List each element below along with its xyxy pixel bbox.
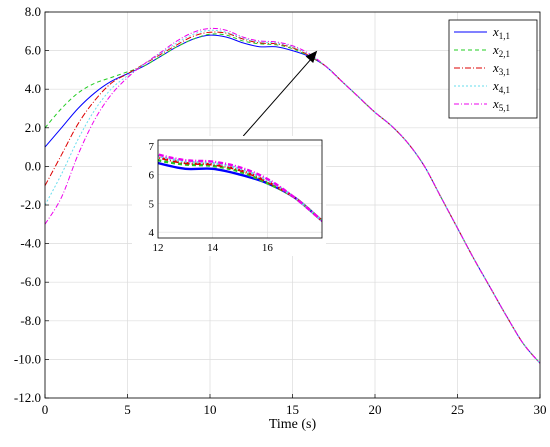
y-tick-label: 6.0 (25, 43, 41, 58)
x-axis-label: Time (s) (269, 417, 317, 432)
inset-zoom-plot: 12 14 16 4 5 6 7 (132, 136, 326, 256)
y-tick-label: -8.0 (20, 313, 41, 328)
x-tick-label: 20 (369, 402, 382, 417)
inset-tick-labels: 12 14 16 4 5 6 7 (149, 141, 274, 254)
x-tick-label: 15 (286, 402, 299, 417)
arrow-shaft (242, 56, 314, 137)
inset-series-lines (158, 153, 322, 223)
x-tick-label: 0 (42, 402, 49, 417)
inset-y-tick-label: 6 (149, 170, 155, 182)
inset-x-tick-label: 12 (153, 242, 164, 254)
inset-series-line-4 (158, 154, 322, 223)
y-tick-label: 8.0 (25, 4, 41, 19)
legend: x1,1x2,1x3,1x4,1x5,1 (448, 19, 538, 119)
y-tick-label: 4.0 (25, 81, 41, 96)
inset-series-line-5 (158, 153, 322, 223)
inset-y-tick-label: 5 (149, 198, 155, 210)
inset-x-tick-label: 16 (262, 242, 274, 254)
x-tick-label: 30 (534, 402, 547, 417)
y-tick-label: -10.0 (14, 351, 41, 366)
y-tick-label: -2.0 (20, 197, 41, 212)
y-tick-label: -6.0 (20, 274, 41, 289)
main-series-lines (44, 27, 541, 364)
inset-y-tick-label: 4 (149, 227, 155, 239)
y-tick-label: 0.0 (25, 158, 41, 173)
series-line-3 (44, 31, 541, 364)
x-tick-label: 25 (451, 402, 464, 417)
inset-grid (157, 140, 322, 238)
y-tick-label: -12.0 (14, 390, 41, 405)
main-tick-labels: 0 5 10 15 20 25 30 -12.0 -10.0 -8.0 -6.0 -4.0 -2.0 0.… (14, 4, 547, 417)
zoom-arrow (242, 50, 318, 137)
inset-frame (157, 139, 323, 239)
legend-box (448, 19, 538, 119)
series-line-5 (44, 27, 541, 364)
x-tick-label: 5 (124, 402, 131, 417)
y-tick-label: -4.0 (20, 236, 41, 251)
arrow-head (305, 50, 318, 63)
inset-y-tick-label: 7 (149, 141, 155, 153)
x-tick-label: 10 (204, 402, 217, 417)
inset-x-tick-label: 14 (207, 242, 219, 254)
y-tick-label: 2.0 (25, 120, 41, 135)
